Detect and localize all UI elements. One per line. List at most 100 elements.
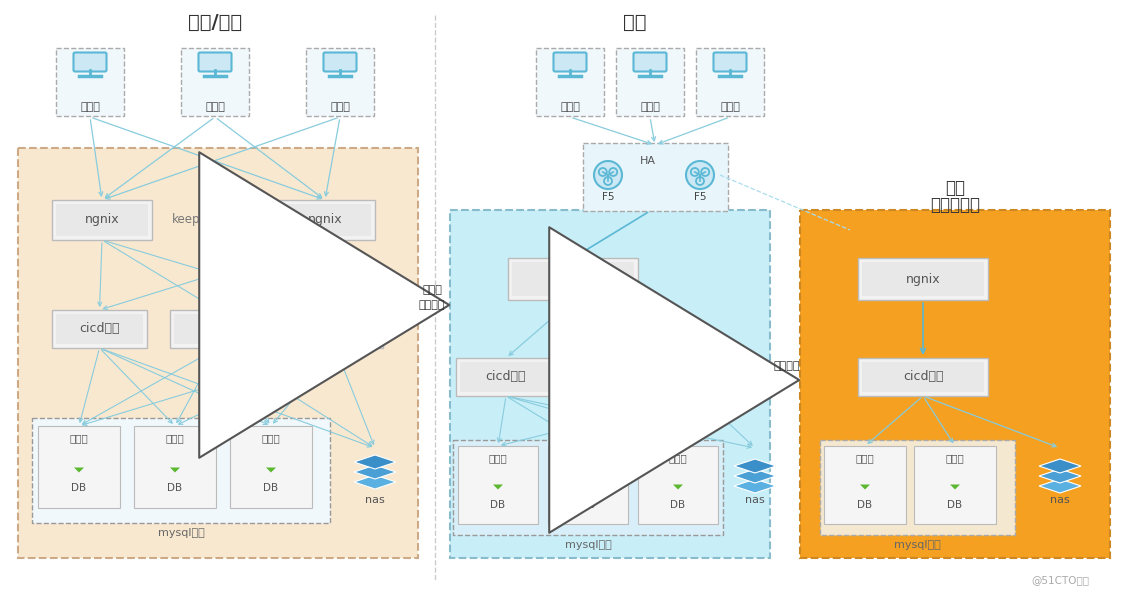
Bar (858, 258, 988, 300)
FancyBboxPatch shape (714, 52, 747, 71)
Bar (38, 426, 120, 508)
Bar (696, 48, 765, 116)
Text: ngnix: ngnix (307, 213, 342, 226)
Text: 客户端: 客户端 (205, 102, 225, 112)
FancyBboxPatch shape (198, 52, 232, 71)
Bar (863, 262, 984, 296)
Bar (292, 314, 379, 344)
Text: cicd产品: cicd产品 (197, 323, 238, 336)
Text: 备份: 备份 (945, 179, 965, 197)
Bar (863, 362, 984, 392)
Text: 数据库: 数据库 (856, 453, 875, 463)
Bar (450, 210, 770, 558)
Circle shape (686, 161, 714, 189)
Text: 客户端: 客户端 (560, 102, 580, 112)
Text: HA: HA (640, 156, 656, 166)
Text: 客户端: 客户端 (330, 102, 350, 112)
Text: 制品包: 制品包 (422, 285, 441, 295)
Text: cicd产品: cicd产品 (485, 371, 526, 384)
Bar (56, 48, 124, 116)
Text: 数据库: 数据库 (70, 433, 88, 443)
Text: DB: DB (168, 483, 182, 493)
Polygon shape (734, 469, 776, 483)
Text: DB: DB (71, 483, 87, 493)
Polygon shape (673, 485, 683, 489)
Text: F5: F5 (601, 192, 615, 202)
Bar (583, 143, 729, 211)
Polygon shape (354, 465, 396, 479)
Polygon shape (493, 485, 503, 489)
Bar (170, 310, 265, 348)
Bar (230, 426, 312, 508)
Text: cicd产品: cicd产品 (315, 323, 356, 336)
Bar (181, 48, 249, 116)
Bar (52, 200, 152, 240)
Bar (52, 310, 148, 348)
Bar (858, 358, 988, 396)
Bar (654, 362, 747, 392)
Bar (18, 148, 418, 558)
Polygon shape (1039, 459, 1081, 473)
Text: 数据库: 数据库 (669, 453, 687, 463)
Bar (508, 258, 638, 300)
Polygon shape (1039, 479, 1081, 493)
Text: mysql集群: mysql集群 (158, 528, 205, 538)
Text: 生产: 生产 (624, 12, 646, 31)
Text: 客户端: 客户端 (80, 102, 100, 112)
Text: DB: DB (491, 500, 506, 510)
Bar (650, 358, 750, 396)
Polygon shape (860, 485, 870, 489)
FancyBboxPatch shape (323, 52, 357, 71)
Text: ……: …… (575, 368, 608, 386)
Bar (638, 446, 718, 524)
Bar (32, 418, 330, 523)
Polygon shape (354, 455, 396, 469)
Text: DB: DB (857, 500, 873, 510)
Text: DB: DB (670, 500, 686, 510)
Polygon shape (583, 485, 593, 489)
Bar (453, 440, 723, 535)
Bar (799, 210, 1110, 558)
Text: cicd产品: cicd产品 (680, 371, 721, 384)
Bar (820, 440, 1015, 535)
Circle shape (595, 161, 622, 189)
Bar (824, 446, 906, 524)
Polygon shape (170, 467, 180, 472)
Text: 客户端: 客户端 (720, 102, 740, 112)
Text: ngnix: ngnix (556, 273, 590, 286)
Text: nas: nas (1051, 495, 1070, 505)
Bar (306, 48, 374, 116)
Bar (914, 446, 997, 524)
Bar (536, 48, 604, 116)
Text: 数据库: 数据库 (489, 453, 508, 463)
Bar (548, 446, 628, 524)
Text: nas: nas (745, 495, 765, 505)
Text: nas: nas (365, 495, 385, 505)
Bar (456, 358, 556, 396)
Polygon shape (354, 475, 396, 489)
Text: 同步生产: 同步生产 (419, 300, 445, 310)
Bar (175, 314, 261, 344)
Bar (512, 262, 634, 296)
Text: keepalive: keepalive (171, 213, 229, 226)
Bar (288, 310, 383, 348)
Polygon shape (1039, 469, 1081, 483)
Text: cicd产品: cicd产品 (79, 323, 119, 336)
Polygon shape (950, 485, 960, 489)
Text: 数据库: 数据库 (261, 433, 280, 443)
Text: @51CTO博客: @51CTO博客 (1031, 575, 1089, 585)
Bar (616, 48, 683, 116)
Text: DB: DB (263, 483, 278, 493)
Bar (275, 200, 375, 240)
Bar (56, 314, 143, 344)
Text: mysql集群: mysql集群 (564, 540, 611, 550)
Text: 实时同步: 实时同步 (774, 361, 801, 371)
Text: cicd产品: cicd产品 (903, 371, 944, 384)
Polygon shape (266, 467, 276, 472)
Text: 数据库: 数据库 (946, 453, 964, 463)
Text: 数据库: 数据库 (166, 433, 185, 443)
Text: 开发/测试: 开发/测试 (188, 12, 242, 31)
FancyBboxPatch shape (634, 52, 667, 71)
Polygon shape (74, 467, 84, 472)
Polygon shape (734, 479, 776, 493)
